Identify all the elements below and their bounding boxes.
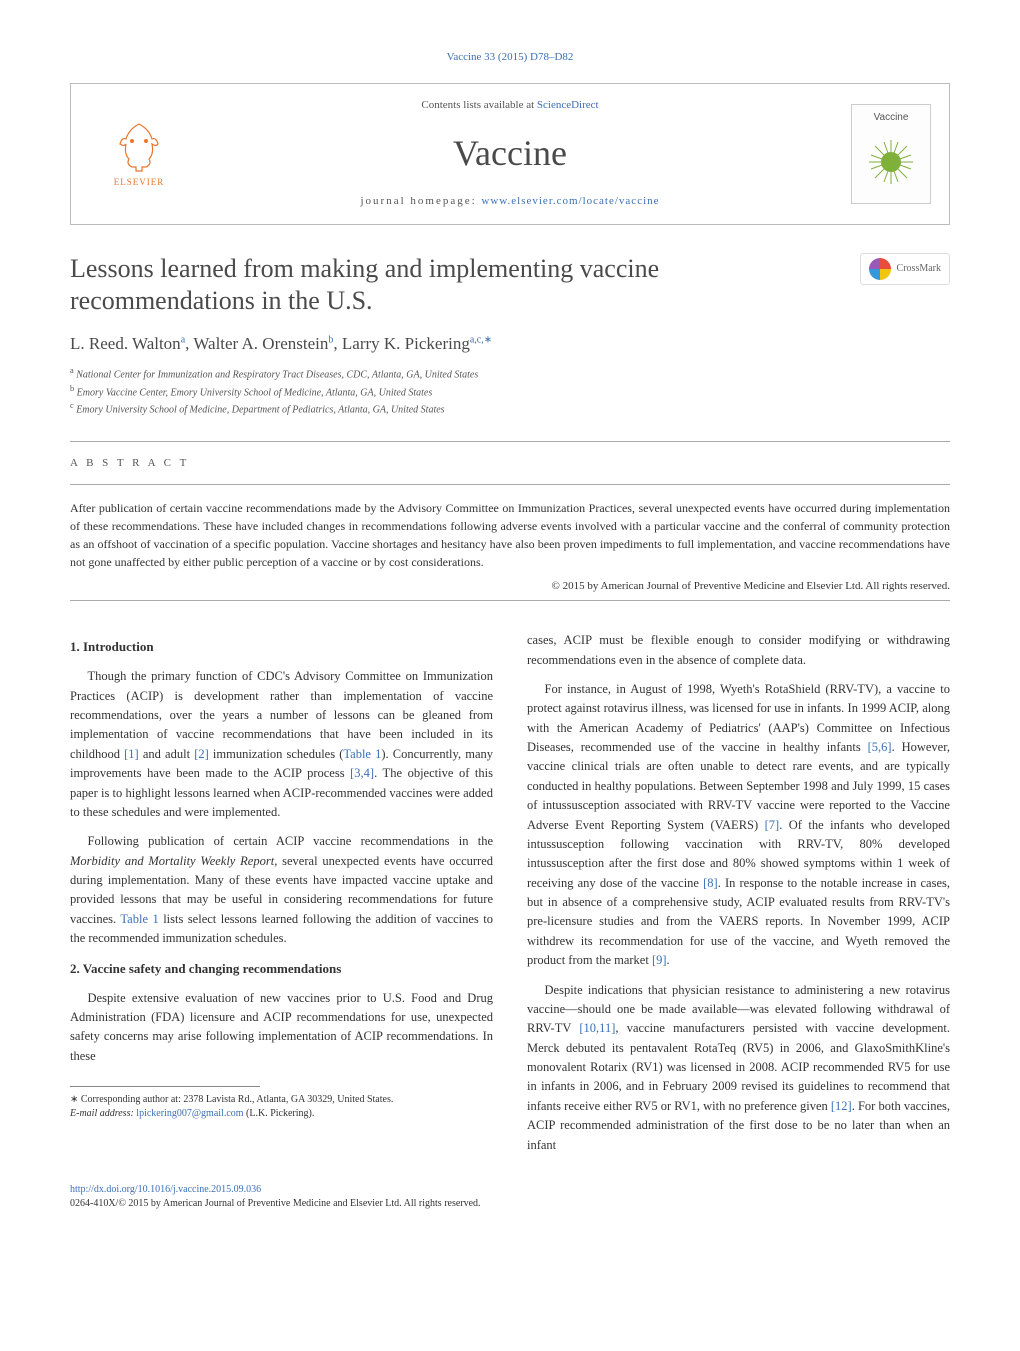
journal-banner: ELSEVIER Contents lists available at Sci… (70, 83, 950, 224)
abstract-body: After publication of certain vaccine rec… (70, 499, 950, 571)
abstract-copyright: © 2015 by American Journal of Preventive… (70, 579, 950, 594)
rule-top (70, 441, 950, 442)
banner-left: ELSEVIER (89, 114, 189, 194)
banner-center: Contents lists available at ScienceDirec… (189, 98, 831, 209)
ref-link[interactable]: [3,4] (350, 766, 374, 780)
ref-link[interactable]: [8] (703, 876, 718, 890)
homepage-line: journal homepage: www.elsevier.com/locat… (189, 194, 831, 209)
affiliation-a-text: National Center for Immunization and Res… (76, 370, 478, 381)
homepage-link[interactable]: www.elsevier.com/locate/vaccine (481, 195, 659, 207)
contents-line: Contents lists available at ScienceDirec… (189, 98, 831, 113)
email-paren: (L.K. Pickering). (244, 1108, 315, 1119)
table-link[interactable]: Table 1 (120, 912, 158, 926)
affiliations: a National Center for Immunization and R… (70, 365, 950, 417)
rule-under-abstract-label (70, 484, 950, 485)
safety-p3: For instance, in August of 1998, Wyeth's… (527, 680, 950, 971)
crossmark-label: CrossMark (897, 262, 941, 276)
heading-safety: 2. Vaccine safety and changing recommend… (70, 959, 493, 979)
footnote-email-line: E-mail address: lpickering007@gmail.com … (70, 1107, 493, 1121)
safety-p1: Despite extensive evaluation of new vacc… (70, 989, 493, 1067)
crossmark-icon (869, 258, 891, 280)
email-label: E-mail address: (70, 1108, 136, 1119)
virus-icon (866, 137, 916, 187)
table-link[interactable]: Table 1 (343, 747, 381, 761)
affiliation-c-text: Emory University School of Medicine, Dep… (76, 404, 444, 415)
homepage-prefix: journal homepage: (360, 195, 481, 207)
affiliation-b-text: Emory Vaccine Center, Emory University S… (77, 387, 433, 398)
body-columns: 1. Introduction Though the primary funct… (70, 631, 950, 1165)
cover-title: Vaccine (874, 111, 909, 125)
ref-link[interactable]: [9] (652, 953, 667, 967)
abstract-label: A B S T R A C T (70, 456, 950, 471)
doi-link[interactable]: http://dx.doi.org/10.1016/j.vaccine.2015… (70, 1184, 261, 1195)
intro-p1: Though the primary function of CDC's Adv… (70, 667, 493, 822)
elsevier-tree-icon (114, 119, 164, 174)
banner-right: Vaccine (831, 104, 931, 204)
safety-p4: Despite indications that physician resis… (527, 981, 950, 1155)
authors-line: L. Reed. Waltona, Walter A. Orensteinb, … (70, 332, 950, 356)
issn-line: 0264-410X/© 2015 by American Journal of … (70, 1197, 950, 1211)
ref-link[interactable]: [7] (765, 818, 780, 832)
journal-cover[interactable]: Vaccine (851, 104, 931, 204)
doi-block: http://dx.doi.org/10.1016/j.vaccine.2015… (70, 1183, 950, 1211)
page-container: Vaccine 33 (2015) D78–D82 ELSEVIER Conte… (0, 0, 1020, 1251)
citation-link[interactable]: Vaccine 33 (2015) D78–D82 (447, 51, 574, 63)
corresponding-footnote: ∗ Corresponding author at: 2378 Lavista … (70, 1093, 493, 1121)
sciencedirect-link[interactable]: ScienceDirect (537, 99, 599, 111)
article-title: Lessons learned from making and implemen… (70, 253, 860, 318)
elsevier-logo[interactable]: ELSEVIER (104, 114, 174, 194)
column-right: cases, ACIP must be flexible enough to c… (527, 631, 950, 1165)
affiliation-c: c Emory University School of Medicine, D… (70, 400, 950, 417)
ref-link[interactable]: [12] (831, 1099, 852, 1113)
column-left: 1. Introduction Though the primary funct… (70, 631, 493, 1165)
elsevier-label: ELSEVIER (114, 176, 165, 189)
contents-prefix: Contents lists available at (421, 99, 536, 111)
ref-link[interactable]: [1] (124, 747, 139, 761)
title-row: Lessons learned from making and implemen… (70, 253, 950, 318)
ref-link[interactable]: [2] (194, 747, 209, 761)
running-header: Vaccine 33 (2015) D78–D82 (70, 50, 950, 65)
crossmark-badge[interactable]: CrossMark (860, 253, 950, 285)
journal-name: Vaccine (189, 128, 831, 178)
rule-bottom (70, 600, 950, 601)
affiliation-a: a National Center for Immunization and R… (70, 365, 950, 382)
intro-p2: Following publication of certain ACIP va… (70, 832, 493, 948)
safety-p2: cases, ACIP must be flexible enough to c… (527, 631, 950, 670)
heading-intro: 1. Introduction (70, 637, 493, 657)
ref-link[interactable]: [10,11] (579, 1021, 615, 1035)
footnote-star: ∗ Corresponding author at: 2378 Lavista … (70, 1093, 493, 1107)
ref-link[interactable]: [5,6] (868, 740, 892, 754)
footnote-rule (70, 1086, 260, 1087)
email-link[interactable]: lpickering007@gmail.com (136, 1108, 243, 1119)
affiliation-b: b Emory Vaccine Center, Emory University… (70, 383, 950, 400)
